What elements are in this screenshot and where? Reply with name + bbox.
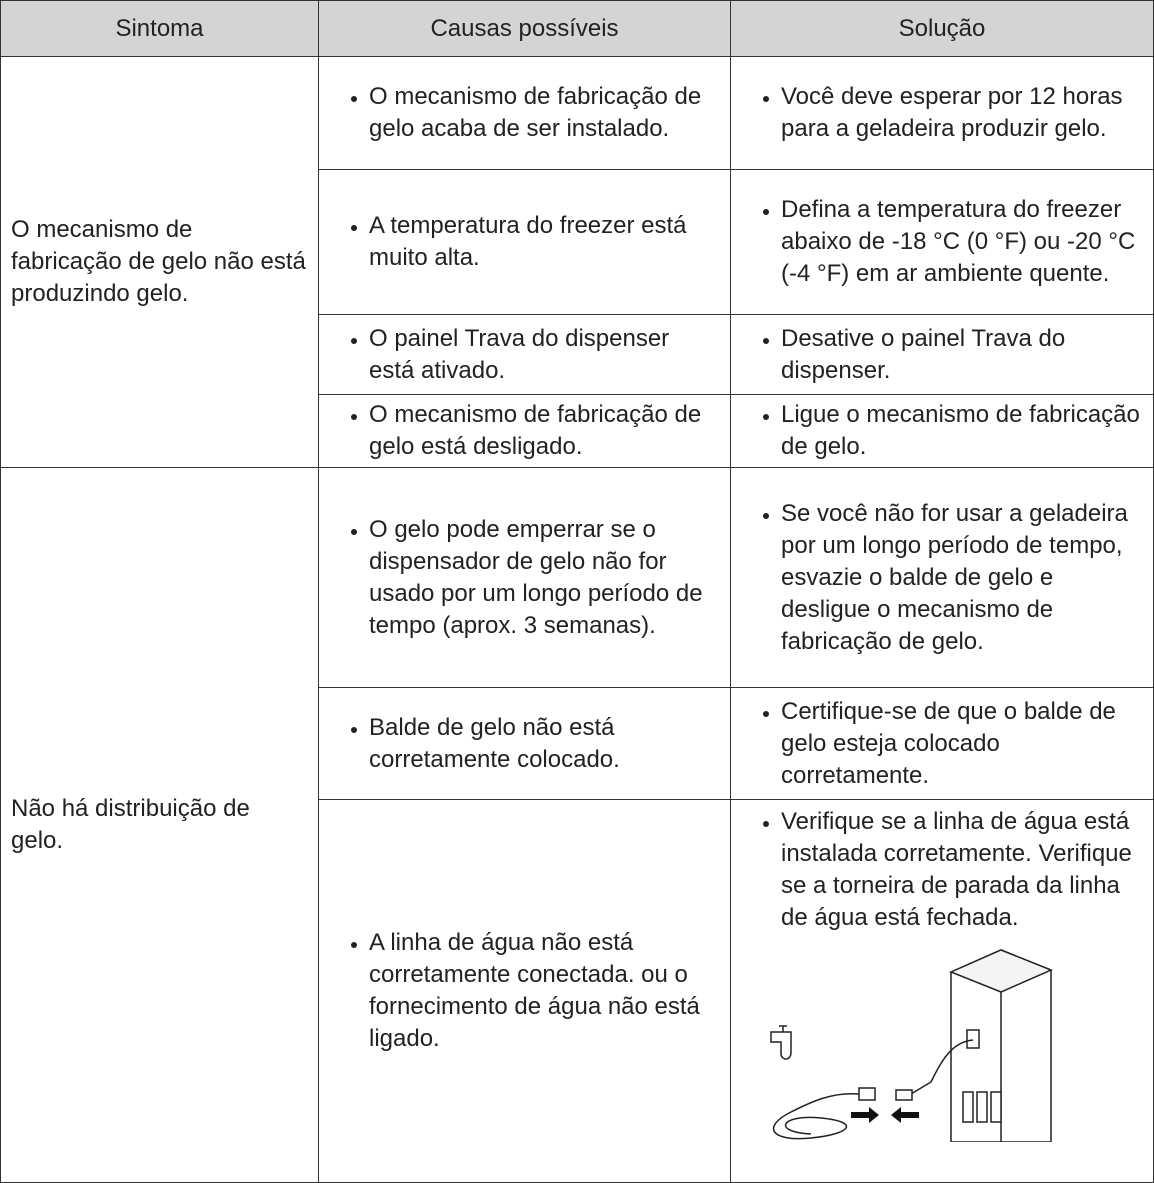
water-line-illustration [770,949,1053,1142]
cause-text: O gelo pode emperrar se o dispensador de… [369,514,718,642]
symptom-cell: O mecanismo de fabricação de gelo não es… [0,56,319,468]
bullet-list: O mecanismo de fabricação de gelo está d… [319,399,730,463]
bullet-list: Balde de gelo não está corretamente colo… [319,712,730,776]
solution-text: Certifique-se de que o balde de gelo est… [781,696,1141,792]
cause-text: O mecanismo de fabricação de gelo está d… [369,399,718,463]
cause-cell: Balde de gelo não está corretamente colo… [318,687,731,800]
solution-cell: Defina a temperatura do freezer abaixo d… [730,169,1154,315]
bullet-list: Defina a temperatura do freezer abaixo d… [731,194,1153,290]
bullet-list: Verifique se a linha de água está instal… [731,806,1153,934]
cause-text: O mecanismo de fabricação de gelo acaba … [369,81,718,145]
solution-cell: Desative o painel Trava do dispenser. [730,314,1154,395]
cause-text: A temperatura do freezer está muito alta… [369,210,718,274]
header-cell: Sintoma [0,0,319,57]
cause-cell: O mecanismo de fabricação de gelo acaba … [318,56,731,170]
solution-cell: Verifique se a linha de água está instal… [730,799,1154,1183]
bullet-list: O mecanismo de fabricação de gelo acaba … [319,81,730,145]
table-row: O mecanismo de fabricação de gelo não es… [0,56,1154,468]
solution-cell: Certifique-se de que o balde de gelo est… [730,687,1154,800]
bullet-list: A temperatura do freezer está muito alta… [319,210,730,274]
cause-text: Balde de gelo não está corretamente colo… [369,712,718,776]
table-row: O mecanismo de fabricação de gelo está d… [1,394,1154,468]
cause-cell: O mecanismo de fabricação de gelo está d… [318,394,731,468]
solution-text: Se você não for usar a geladeira por um … [781,498,1141,658]
cause-text: A linha de água não está corretamente co… [369,927,718,1055]
bullet-list: O gelo pode emperrar se o dispensador de… [319,514,730,642]
symptom-cell: Não há distribuição de gelo. [0,467,319,1183]
bullet-list: Desative o painel Trava do dispenser. [731,323,1153,387]
cause-cell: O gelo pode emperrar se o dispensador de… [318,467,731,688]
cause-cell: O painel Trava do dispenser está ativado… [318,314,731,395]
table-row: Não há distribuição de gelo. O gelo pode … [0,467,1154,1183]
solution-text: Você deve esperar por 12 horas para a ge… [781,81,1141,145]
solution-text: Defina a temperatura do freezer abaixo d… [781,194,1141,290]
solution-text: Ligue o mecanismo de fabricação de gelo. [781,399,1141,463]
bullet-list: Certifique-se de que o balde de gelo est… [731,696,1153,792]
table-row: Balde de gelo não está corretamente colo… [1,687,1154,800]
cause-cell: A linha de água não está corretamente co… [318,799,731,1183]
bullet-list: Ligue o mecanismo de fabricação de gelo. [731,399,1153,463]
header-cell: Causas possíveis [318,0,731,57]
header-row: Sintoma Causas possíveis Solução [0,0,1154,57]
cause-text: O painel Trava do dispenser está ativado… [369,323,718,387]
bullet-list: A linha de água não está corretamente co… [319,927,730,1055]
solution-cell: Você deve esperar por 12 horas para a ge… [730,56,1154,170]
bullet-list: O painel Trava do dispenser está ativado… [319,323,730,387]
table-row: A linha de água não está corretamente co… [1,799,1154,1183]
solution-text: Desative o painel Trava do dispenser. [781,323,1141,387]
header-cell: Solução [730,0,1154,57]
table-body: O mecanismo de fabricação de gelo não es… [0,56,1154,1183]
solution-cell: Ligue o mecanismo de fabricação de gelo. [730,394,1154,468]
cause-cell: A temperatura do freezer está muito alta… [318,169,731,315]
solution-text: Verifique se a linha de água está instal… [781,806,1141,934]
solution-cell: Se você não for usar a geladeira por um … [730,467,1154,688]
bullet-list: Você deve esperar por 12 horas para a ge… [731,81,1153,145]
bullet-list: Se você não for usar a geladeira por um … [731,498,1153,658]
